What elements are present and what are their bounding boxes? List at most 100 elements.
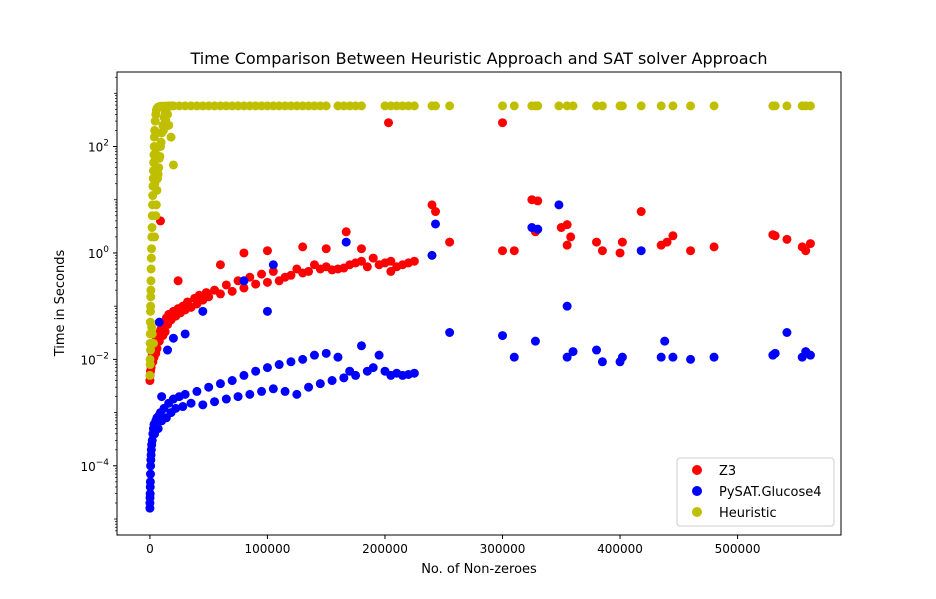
point-heuristic-108 xyxy=(431,101,441,111)
point-glucose4-35 xyxy=(204,382,214,392)
point-heuristic-39 xyxy=(150,232,160,242)
point-heuristic-12 xyxy=(147,244,157,254)
legend: Z3 PySAT.Glucose4 Heuristic xyxy=(676,457,835,527)
point-heuristic-132 xyxy=(805,101,815,111)
point-glucose4-31 xyxy=(180,389,190,399)
point-glucose4-58 xyxy=(339,373,349,383)
point-heuristic-121 xyxy=(617,101,627,111)
chart-title: Time Comparison Between Heuristic Approa… xyxy=(189,49,767,68)
point-z3-106 xyxy=(709,242,719,252)
point-glucose4-39 xyxy=(227,376,237,386)
point-heuristic-8 xyxy=(146,285,156,295)
point-heuristic-65 xyxy=(146,345,155,355)
legend-box xyxy=(676,457,835,527)
point-glucose4-57 xyxy=(333,352,343,362)
point-glucose4-87 xyxy=(533,224,543,234)
point-glucose4-100 xyxy=(668,352,678,362)
point-glucose4-51 xyxy=(298,354,308,364)
point-heuristic-128 xyxy=(770,101,780,111)
point-glucose4-54 xyxy=(315,379,325,389)
point-glucose4-36 xyxy=(210,397,220,407)
point-glucose4-93 xyxy=(592,345,602,355)
point-glucose4-98 xyxy=(656,352,666,362)
point-glucose4-3 xyxy=(145,489,155,499)
point-glucose4-37 xyxy=(215,379,225,389)
point-glucose4-83 xyxy=(445,328,455,337)
point-z3-95 xyxy=(566,232,576,242)
point-glucose4-38 xyxy=(221,394,231,404)
point-z3-80 xyxy=(298,242,308,252)
point-z3-70 xyxy=(386,256,396,266)
legend-label-heuristic: Heuristic xyxy=(719,506,777,521)
point-z3-101 xyxy=(636,207,646,217)
point-glucose4-73 xyxy=(163,345,173,355)
x-tick-label-1: 100000 xyxy=(245,542,291,556)
point-glucose4-53 xyxy=(309,350,319,360)
point-glucose4-96 xyxy=(617,352,627,362)
point-z3-94 xyxy=(562,220,572,230)
point-glucose4-77 xyxy=(239,276,249,286)
point-heuristic-129 xyxy=(782,101,792,111)
point-z3-81 xyxy=(321,244,331,254)
point-heuristic-123 xyxy=(656,101,666,111)
point-heuristic-59 xyxy=(166,132,176,142)
point-heuristic-125 xyxy=(686,101,696,111)
point-z3-50 xyxy=(268,266,278,276)
point-heuristic-95 xyxy=(321,101,331,111)
point-glucose4-49 xyxy=(286,357,296,367)
point-glucose4-74 xyxy=(168,333,178,343)
point-z3-76 xyxy=(173,276,183,286)
point-glucose4-97 xyxy=(636,246,646,256)
point-glucose4-89 xyxy=(554,200,564,210)
x-tick-label-5: 500000 xyxy=(715,542,761,556)
point-z3-97 xyxy=(592,237,602,247)
point-z3-39 xyxy=(204,292,214,302)
point-z3-98 xyxy=(597,246,607,256)
point-glucose4-46 xyxy=(268,384,278,394)
point-glucose4-78 xyxy=(262,306,272,316)
point-glucose4-108 xyxy=(805,350,815,360)
point-z3-113 xyxy=(384,118,393,128)
point-z3-45 xyxy=(239,283,249,293)
point-z3-83 xyxy=(356,244,366,254)
plot-frame xyxy=(116,71,842,536)
point-heuristic-110 xyxy=(498,101,508,111)
point-z3-66 xyxy=(362,262,372,272)
point-z3-100 xyxy=(617,237,627,247)
point-glucose4-90 xyxy=(562,301,572,311)
point-glucose4-64 xyxy=(374,350,384,360)
point-z3-87 xyxy=(445,237,455,247)
point-glucose4-60 xyxy=(351,370,361,380)
x-tick-label-0: 0 xyxy=(146,542,154,556)
point-glucose4-47 xyxy=(274,360,284,370)
legend-marker-z3 xyxy=(692,465,702,475)
point-glucose4-72 xyxy=(157,392,167,402)
point-z3-79 xyxy=(262,246,272,256)
point-glucose4-82 xyxy=(431,219,441,229)
point-z3-48 xyxy=(257,269,267,279)
point-heuristic-14 xyxy=(147,223,157,233)
point-heuristic-126 xyxy=(709,101,719,111)
point-heuristic-119 xyxy=(597,101,607,111)
point-glucose4-71 xyxy=(154,317,164,327)
point-z3-47 xyxy=(251,279,261,289)
point-z3-104 xyxy=(668,231,678,241)
point-heuristic-111 xyxy=(509,101,519,111)
point-z3-56 xyxy=(304,266,314,276)
point-glucose4-104 xyxy=(770,348,780,358)
point-glucose4-50 xyxy=(292,389,302,399)
point-heuristic-26 xyxy=(150,116,160,126)
point-glucose4-33 xyxy=(192,386,202,396)
legend-marker-heuristic xyxy=(692,507,702,517)
point-heuristic-7 xyxy=(146,292,156,302)
point-glucose4-56 xyxy=(327,376,337,386)
y-tick-label-0: 10−4 xyxy=(80,458,109,474)
point-glucose4-42 xyxy=(245,389,255,399)
point-glucose4-70 xyxy=(409,368,419,378)
point-z3-78 xyxy=(239,248,249,258)
legend-label-z3: Z3 xyxy=(719,464,736,479)
point-z3-96 xyxy=(562,240,572,250)
point-glucose4-40 xyxy=(233,392,243,402)
point-heuristic-64 xyxy=(146,338,156,348)
point-z3-21 xyxy=(160,327,170,337)
